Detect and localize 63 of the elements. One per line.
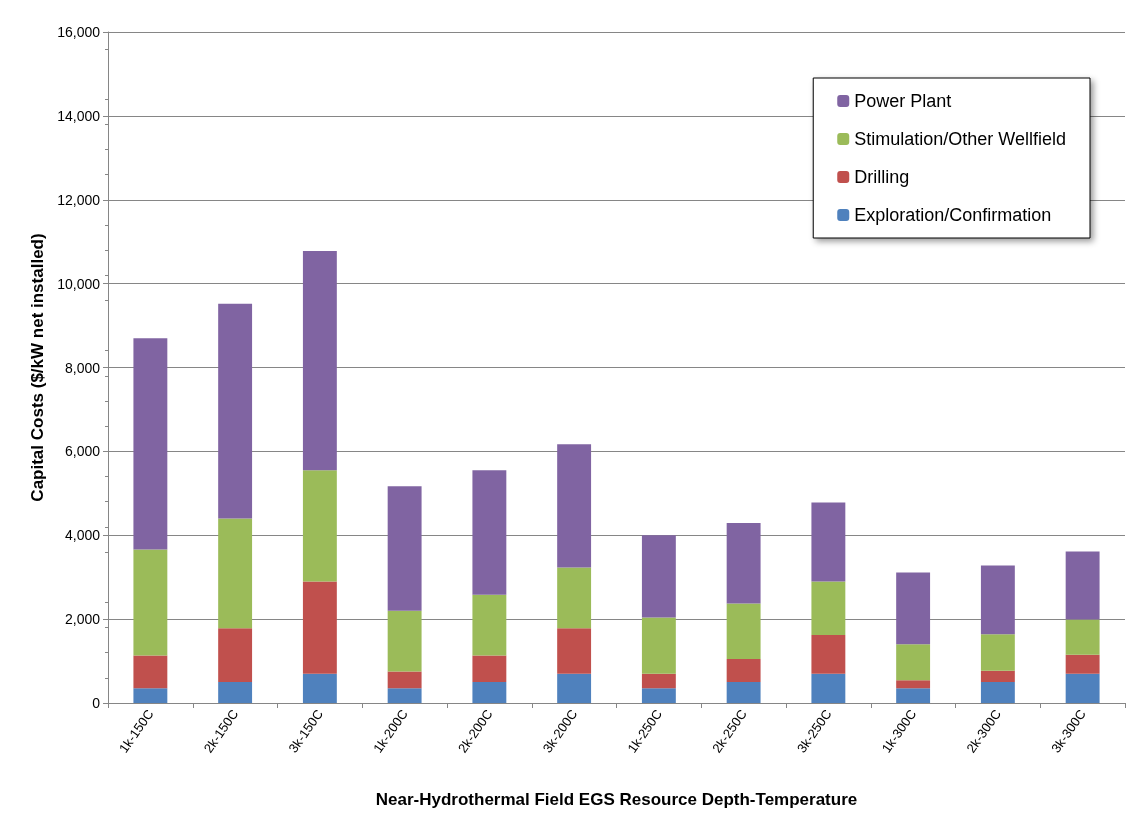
bar — [1065, 654, 1100, 674]
y-tick-label: 0 — [92, 695, 101, 711]
y-tick-label: 16,000 — [57, 24, 101, 40]
y-tick-label: 12,000 — [57, 191, 101, 208]
bar — [218, 682, 253, 703]
bar — [980, 634, 1015, 671]
bar — [472, 594, 507, 656]
legend-label: Exploration/Confirmation — [854, 205, 1052, 225]
y-tick-label: 14,000 — [57, 107, 101, 124]
bar — [387, 671, 422, 689]
bar — [472, 470, 507, 595]
bar — [896, 572, 931, 645]
bar — [302, 250, 337, 471]
bar — [218, 518, 253, 629]
bar — [557, 567, 592, 629]
bar — [1065, 551, 1100, 620]
legend-label: Power Plant — [854, 91, 952, 111]
bar — [726, 682, 761, 703]
bar — [557, 628, 592, 674]
bar — [811, 635, 846, 674]
y-tick-label: 4,000 — [64, 527, 101, 544]
bar — [980, 565, 1015, 635]
y-tick-label: 8,000 — [64, 359, 101, 376]
bar — [557, 444, 592, 568]
y-tick-label: 10,000 — [57, 275, 101, 292]
bar — [896, 644, 931, 681]
bar — [641, 535, 676, 618]
legend-label: Drilling — [854, 167, 910, 187]
bar — [302, 581, 337, 674]
bar — [218, 628, 253, 683]
bar — [387, 688, 422, 703]
bar — [557, 673, 592, 703]
legend-label: Stimulation/Other Wellfield — [854, 129, 1067, 149]
y-tick-label: 2,000 — [64, 611, 101, 628]
bar — [472, 655, 507, 683]
bar — [302, 673, 337, 703]
bar — [980, 670, 1015, 683]
bar — [980, 682, 1015, 703]
bar — [133, 655, 168, 689]
bar — [133, 549, 168, 656]
bar — [133, 688, 168, 703]
bar — [472, 682, 507, 703]
bar — [1065, 619, 1100, 655]
bar — [387, 610, 422, 672]
y-axis-title: Capital Costs ($/kW net installed) — [28, 233, 47, 502]
bar — [726, 658, 761, 683]
bar — [641, 617, 676, 674]
y-tick-label: 6,000 — [64, 443, 101, 460]
bar — [811, 502, 846, 582]
bar — [387, 486, 422, 611]
bar — [726, 523, 761, 604]
bar — [641, 673, 676, 689]
bar — [302, 470, 337, 582]
bar — [218, 303, 253, 519]
x-axis-title: Near-Hydrothermal Field EGS Resource Depth-Temperature — [375, 790, 858, 809]
bar — [726, 603, 761, 659]
bar — [896, 680, 931, 689]
bar — [1065, 673, 1100, 703]
bar — [811, 673, 846, 703]
bar — [896, 688, 931, 703]
bar — [641, 688, 676, 703]
bar — [133, 338, 168, 550]
bar — [811, 581, 846, 636]
